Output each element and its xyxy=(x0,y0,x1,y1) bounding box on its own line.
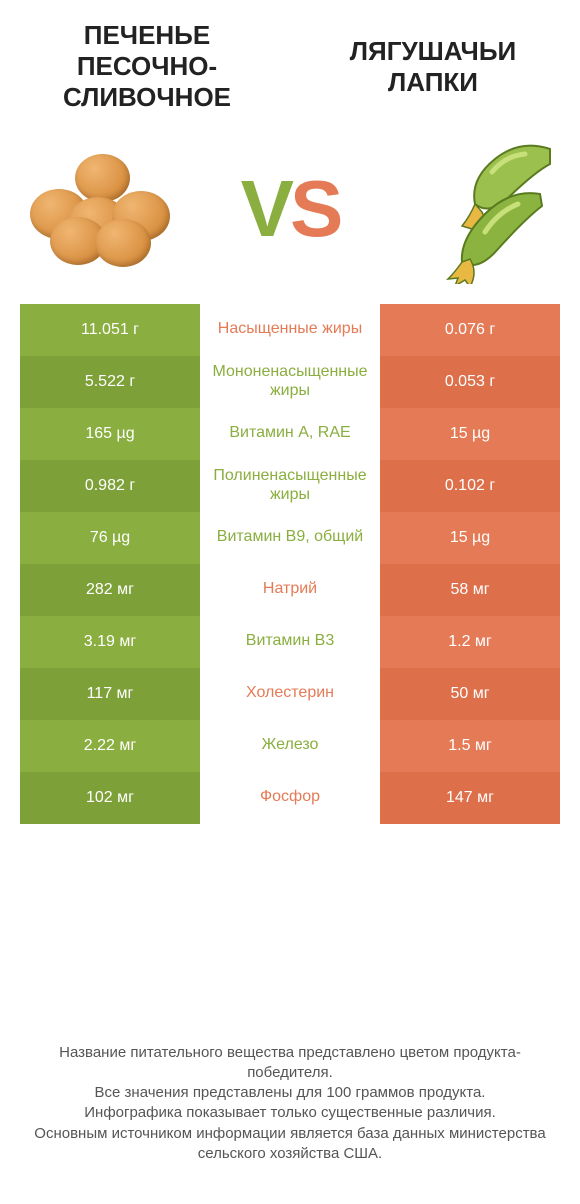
comparison-table: 11.051 гНасыщенные жиры0.076 г5.522 гМон… xyxy=(0,304,580,824)
table-row: 2.22 мгЖелезо1.5 мг xyxy=(20,720,560,772)
left-value: 282 мг xyxy=(20,564,200,616)
right-value: 1.5 мг xyxy=(380,720,560,772)
nutrient-name: Витамин B9, общий xyxy=(200,512,380,564)
right-value: 50 мг xyxy=(380,668,560,720)
vs-label: VS xyxy=(241,163,340,255)
left-value: 2.22 мг xyxy=(20,720,200,772)
cookies-illustration xyxy=(15,134,185,284)
right-value: 147 мг xyxy=(380,772,560,824)
right-value: 15 µg xyxy=(380,408,560,460)
footer-line-3: Инфографика показывает только существенн… xyxy=(30,1103,550,1123)
table-row: 165 µgВитамин A, RAE15 µg xyxy=(20,408,560,460)
right-product-title: ЛЯГУШАЧЬИ ЛАПКИ xyxy=(316,36,550,98)
left-value: 117 мг xyxy=(20,668,200,720)
left-value: 165 µg xyxy=(20,408,200,460)
left-product-title: ПЕЧЕНЬЕ ПЕСОЧНО-СЛИВОЧНОЕ xyxy=(30,20,264,114)
header: ПЕЧЕНЬЕ ПЕСОЧНО-СЛИВОЧНОЕ ЛЯГУШАЧЬИ ЛАПК… xyxy=(0,0,580,124)
right-value: 0.102 г xyxy=(380,460,560,512)
table-row: 5.522 гМононенасыщенные жиры0.053 г xyxy=(20,356,560,408)
nutrient-name: Холестерин xyxy=(200,668,380,720)
nutrient-name: Полиненасыщенные жиры xyxy=(200,460,380,512)
right-value: 0.053 г xyxy=(380,356,560,408)
right-value: 0.076 г xyxy=(380,304,560,356)
nutrient-name: Мононенасыщенные жиры xyxy=(200,356,380,408)
vs-row: VS xyxy=(0,124,580,304)
left-value: 102 мг xyxy=(20,772,200,824)
left-value: 3.19 мг xyxy=(20,616,200,668)
right-value: 1.2 мг xyxy=(380,616,560,668)
table-row: 11.051 гНасыщенные жиры0.076 г xyxy=(20,304,560,356)
table-row: 117 мгХолестерин50 мг xyxy=(20,668,560,720)
footer-line-4: Основным источником информации является … xyxy=(30,1124,550,1165)
right-value: 15 µg xyxy=(380,512,560,564)
table-row: 3.19 мгВитамин B31.2 мг xyxy=(20,616,560,668)
footer-notes: Название питательного вещества представл… xyxy=(0,1013,580,1204)
table-row: 0.982 гПолиненасыщенные жиры0.102 г xyxy=(20,460,560,512)
nutrient-name: Витамин A, RAE xyxy=(200,408,380,460)
footer-line-2: Все значения представлены для 100 граммо… xyxy=(30,1083,550,1103)
table-row: 102 мгФосфор147 мг xyxy=(20,772,560,824)
vs-s: S xyxy=(290,164,339,253)
left-value: 76 µg xyxy=(20,512,200,564)
nutrient-name: Железо xyxy=(200,720,380,772)
right-value: 58 мг xyxy=(380,564,560,616)
nutrient-name: Натрий xyxy=(200,564,380,616)
frog-legs-illustration xyxy=(395,134,565,284)
nutrient-name: Фосфор xyxy=(200,772,380,824)
table-row: 76 µgВитамин B9, общий15 µg xyxy=(20,512,560,564)
footer-line-1: Название питательного вещества представл… xyxy=(30,1043,550,1084)
nutrient-name: Насыщенные жиры xyxy=(200,304,380,356)
left-value: 0.982 г xyxy=(20,460,200,512)
vs-v: V xyxy=(241,164,290,253)
left-value: 5.522 г xyxy=(20,356,200,408)
left-value: 11.051 г xyxy=(20,304,200,356)
table-row: 282 мгНатрий58 мг xyxy=(20,564,560,616)
nutrient-name: Витамин B3 xyxy=(200,616,380,668)
